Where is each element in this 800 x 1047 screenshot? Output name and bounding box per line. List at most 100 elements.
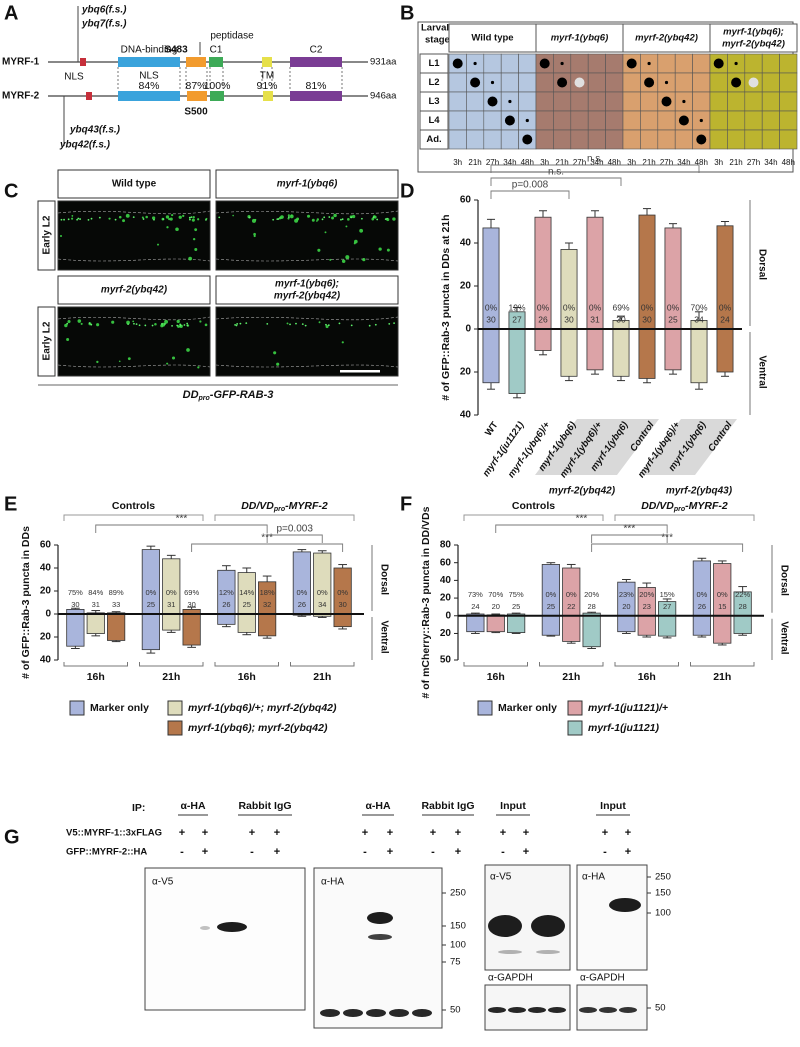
lane-sign: - <box>363 846 367 858</box>
stage-box <box>37 306 56 377</box>
puncta <box>204 323 208 327</box>
puncta <box>253 232 256 236</box>
x-tick-label: 16h <box>487 671 505 683</box>
puncta <box>384 218 387 220</box>
puncta <box>79 218 81 220</box>
puncta <box>171 213 174 217</box>
domain-label: peptidase <box>210 31 254 42</box>
puncta <box>321 218 324 221</box>
dna-binding-domain <box>118 57 180 67</box>
stage-grid-cell <box>744 91 763 112</box>
puncta <box>133 322 135 325</box>
puncta <box>345 255 350 260</box>
stage-grid-cell <box>622 91 641 112</box>
identity-label: 81% <box>305 80 326 92</box>
stage-grid-cell <box>483 53 502 74</box>
time-label: 34h <box>764 158 777 167</box>
puncta <box>142 218 145 220</box>
stage-grid-cell <box>744 129 763 150</box>
marker-label: 250 <box>450 888 466 899</box>
puncta <box>338 322 341 325</box>
marker-label: 100 <box>450 940 466 951</box>
stage-grid-cell <box>466 129 485 150</box>
puncta <box>154 323 157 326</box>
tm-domain <box>263 91 273 101</box>
blot-band <box>609 898 641 912</box>
stage-dot <box>664 80 669 85</box>
puncta <box>135 323 138 326</box>
ip-header: Rabbit IgG <box>421 800 474 812</box>
puncta <box>318 321 321 324</box>
bar <box>716 328 734 373</box>
n-label: 31 <box>167 600 175 609</box>
bar <box>692 615 711 636</box>
significance-label: p=0.008 <box>512 180 549 191</box>
puncta <box>368 324 371 327</box>
significance-label: *** <box>176 514 188 525</box>
stage-grid-cell <box>518 53 537 74</box>
puncta <box>151 324 154 327</box>
panel-letter: G <box>4 826 20 848</box>
stage-grid-cell <box>709 110 728 131</box>
time-label: 3h <box>453 158 462 167</box>
bar <box>466 615 485 633</box>
n-label: 22 <box>567 602 575 611</box>
puncta <box>67 218 70 221</box>
text-part: DD <box>183 389 199 401</box>
group-header <box>709 23 798 53</box>
stage-grid-cell <box>518 91 537 112</box>
stage-grid-cell <box>761 110 780 131</box>
stage-grid-cell <box>657 110 676 131</box>
legend-swatch <box>567 720 583 736</box>
stage-grid-cell <box>622 110 641 131</box>
side-label: Ventral <box>756 355 767 389</box>
percent-label: 22% <box>735 590 750 599</box>
stage-grid-cell <box>553 91 572 112</box>
bar <box>562 615 581 642</box>
puncta <box>388 322 391 325</box>
blot <box>313 867 443 1029</box>
bar <box>541 615 560 636</box>
blot-band <box>599 1007 617 1013</box>
peptidase-domain <box>186 57 206 67</box>
stage-grid-cell <box>622 129 641 150</box>
puncta <box>325 323 327 326</box>
puncta <box>276 218 279 221</box>
side-label: Dorsal <box>756 249 767 280</box>
blot-band <box>217 922 247 932</box>
n-label: 20 <box>622 602 630 611</box>
puncta <box>118 360 121 363</box>
n-label: 24 <box>720 314 730 324</box>
label-shade <box>535 419 659 475</box>
puncta <box>96 360 99 364</box>
puncta <box>176 319 180 324</box>
percent-label: 14% <box>239 588 254 597</box>
puncta <box>311 218 315 222</box>
stage-label: Ad. <box>426 134 441 145</box>
category-bracket <box>690 662 755 667</box>
stage-grid-cell <box>692 72 711 93</box>
panel-letter: F <box>400 493 412 515</box>
dna-binding-domain <box>118 91 180 101</box>
puncta <box>331 216 335 220</box>
protein-name: MYRF-1 <box>2 57 40 68</box>
y-tick-label: 40 <box>440 575 452 586</box>
stage-grid-cell <box>500 53 519 74</box>
stage-grid-cell <box>640 110 659 131</box>
stage-grid-cell <box>657 129 676 150</box>
significance-bracket <box>591 534 668 543</box>
puncta <box>192 215 195 219</box>
percent-label: 20% <box>584 590 599 599</box>
stage-grid-cell <box>587 72 606 93</box>
time-label: 21h <box>468 158 481 167</box>
group-bracket <box>63 514 204 521</box>
time-label: 34h <box>503 158 516 167</box>
site-label: S500 <box>184 107 208 118</box>
puncta <box>145 215 148 219</box>
n-label: 26 <box>538 314 548 324</box>
puncta <box>376 218 379 221</box>
stage-grid-cell <box>674 72 693 93</box>
puncta <box>66 322 69 325</box>
n-label: 30 <box>564 314 574 324</box>
percent-label: 18% <box>260 588 275 597</box>
